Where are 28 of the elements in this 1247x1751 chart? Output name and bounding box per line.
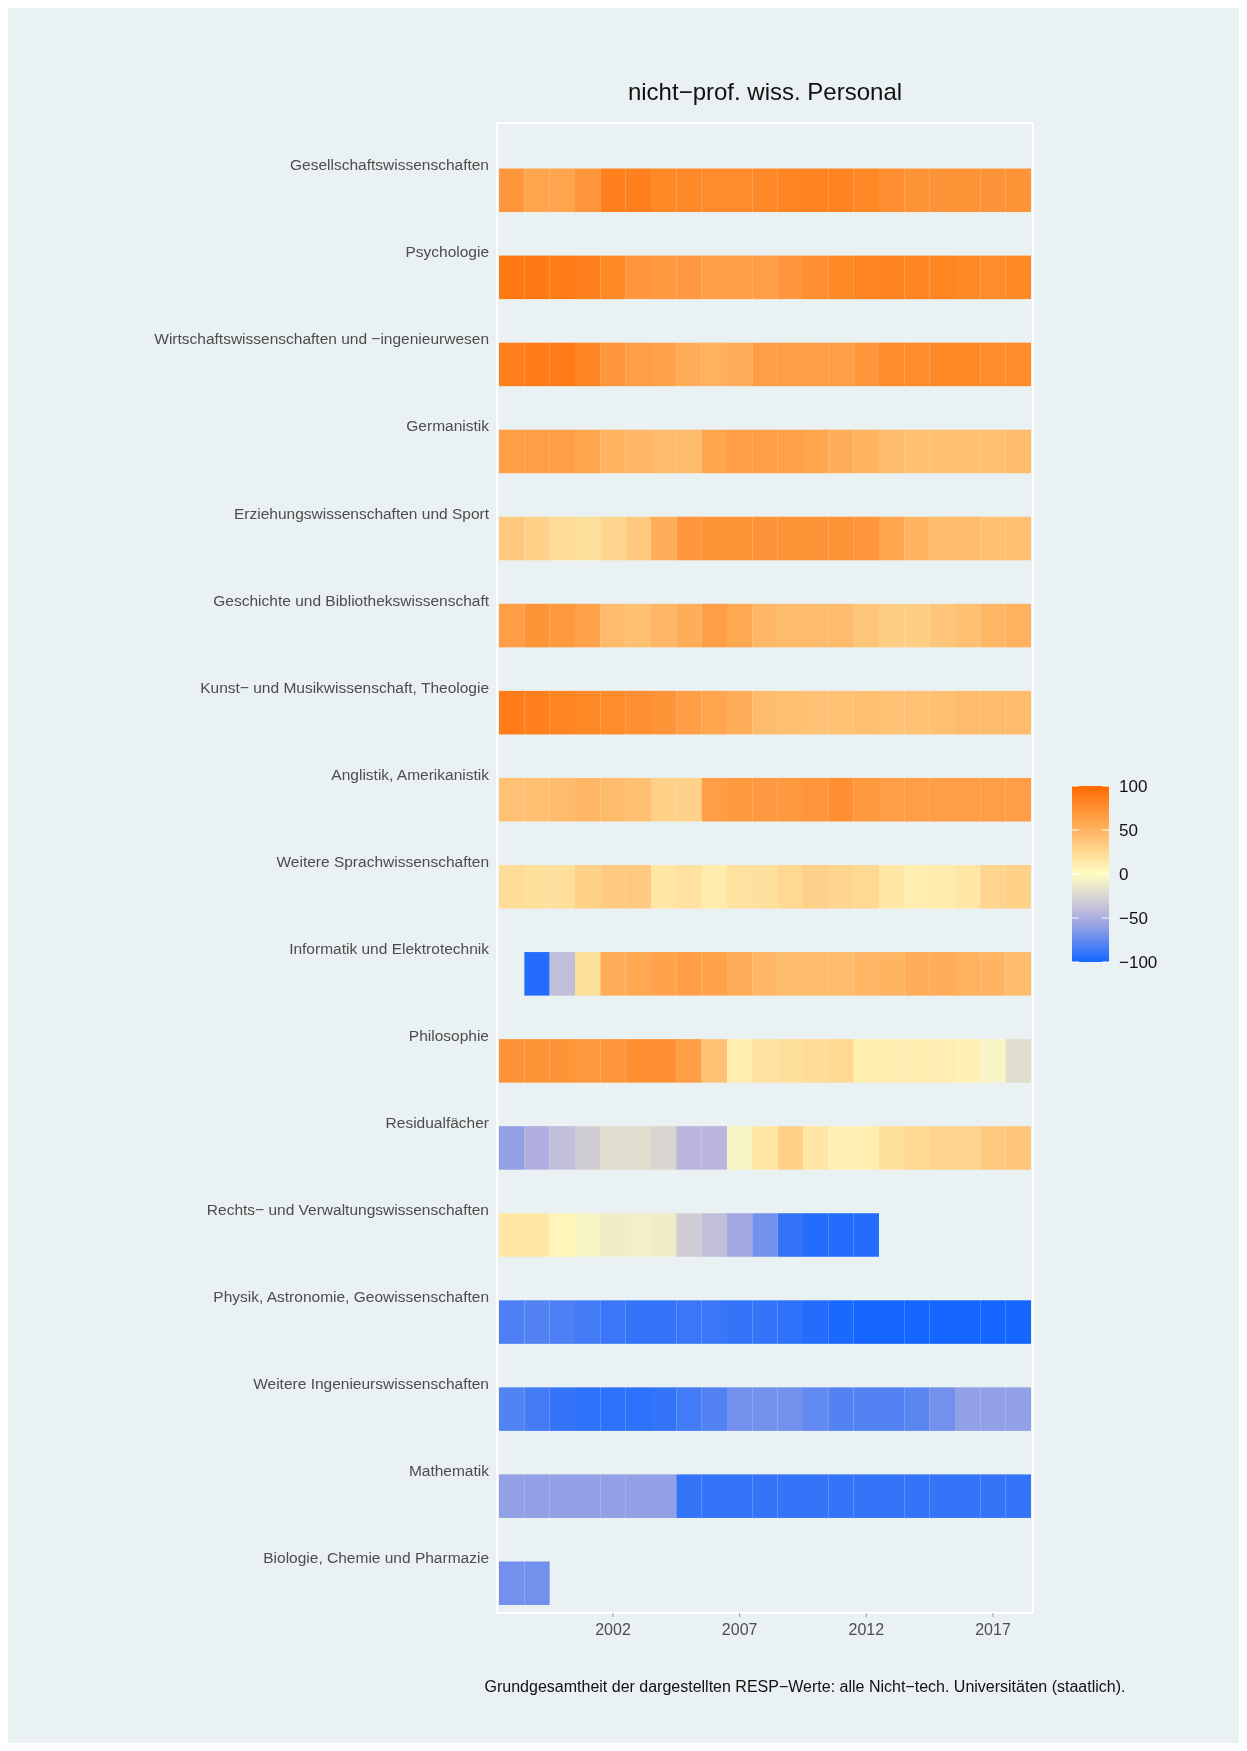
y-tick-label: Physik, Astronomie, Geowissenschaften [213, 1288, 489, 1306]
color-bar-label: −50 [1119, 909, 1148, 928]
color-bar-label: 0 [1119, 865, 1129, 884]
text: Grundgesamtheit der dargestellten RESP−Werte: alle Nicht−tech. Universitäten (staatlich). [484, 1678, 1126, 1695]
y-tick-label: Erziehungswissenschaften und Sport [233, 504, 490, 522]
y-tick-label: Informatik und Elektrotechnik [289, 939, 490, 957]
x-tick-label: 2007 [721, 1621, 758, 1638]
color-bar-label: 50 [1119, 821, 1138, 840]
y-tick-label: Philosophie [408, 1026, 489, 1044]
x-tick-label: 2017 [975, 1621, 1011, 1638]
y-tick-label: Mathematik [408, 1462, 490, 1480]
y-tick-label: Psychologie [405, 243, 489, 261]
y-tick-label: Geschichte und Bibliothekswissenschaft [213, 591, 490, 609]
y-tick-label: Anglistik, Amerikanistik [331, 765, 490, 783]
x-tick-label: 2002 [595, 1621, 631, 1638]
y-tick-label: Rechts− und Verwaltungswissenschaften [206, 1200, 489, 1218]
y-tick-label: Wirtschaftswissenschaften und −ingenieurwesen [154, 330, 489, 348]
y-tick-label: Gesellschaftswissenschaften [289, 156, 489, 174]
y-tick-label: Residualfächer [385, 1113, 489, 1131]
y-tick-label: Weitere Sprachwissenschaften [276, 852, 489, 870]
x-tick-label: 2012 [848, 1621, 885, 1638]
color-bar-label: −100 [1119, 953, 1158, 972]
y-tick-label: Weitere Ingenieurswissenschaften [253, 1375, 489, 1393]
y-tick-label: Germanistik [406, 417, 490, 435]
chart-title: nicht−prof. wiss. Personal [627, 78, 903, 105]
y-tick-label: Kunst− und Musikwissenschaft, Theologie [200, 678, 489, 696]
y-tick-label: Biologie, Chemie und Pharmazie [263, 1549, 489, 1567]
color-bar-label: 100 [1119, 777, 1148, 796]
